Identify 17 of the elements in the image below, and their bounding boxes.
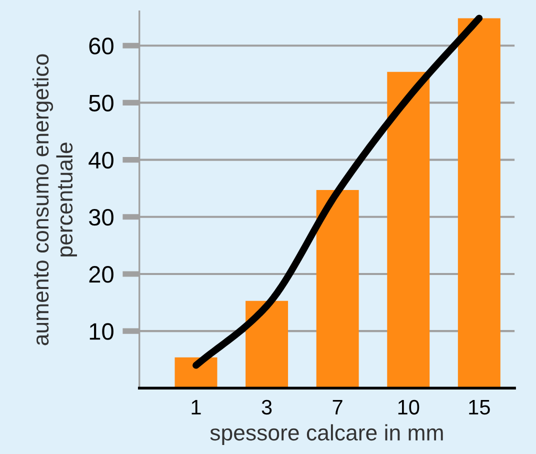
bar [387,72,430,388]
bar [246,300,288,388]
x-tick-label: 15 [469,400,490,415]
y-tick-label: 20 [89,266,114,283]
x-tick-label: 7 [332,400,342,414]
y-tick-label: 50 [89,94,114,112]
y-tick-label: 10 [90,323,114,340]
bar [458,18,500,388]
x-tick-label: 10 [398,400,420,415]
x-axis-title: spessore calcare in mm [210,424,443,445]
x-tick-label: 3 [262,400,272,415]
bar [316,190,359,388]
y-tick-label: 30 [89,208,114,226]
y-axis-title: aumento consumo energetico percentuale [32,54,77,346]
y-tick-label: 40 [88,152,114,169]
x-tick-label: 1 [192,400,201,414]
y-tick-label: 60 [89,38,114,54]
